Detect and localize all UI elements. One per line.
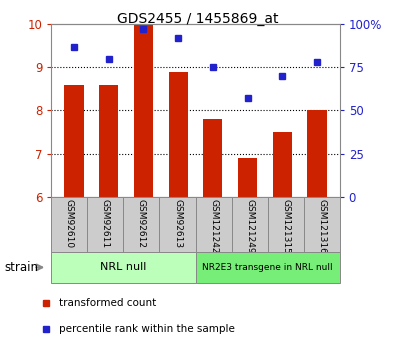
Bar — [231, 197, 267, 252]
Text: transformed count: transformed count — [59, 298, 157, 308]
Bar — [51, 197, 87, 252]
Bar — [196, 197, 231, 252]
Bar — [203, 119, 222, 197]
Text: GSM92610: GSM92610 — [65, 199, 74, 248]
Bar — [160, 197, 196, 252]
Bar — [134, 24, 153, 197]
Text: GSM121316: GSM121316 — [317, 199, 326, 254]
Text: GSM92613: GSM92613 — [173, 199, 182, 248]
Bar — [169, 71, 188, 197]
Bar — [238, 158, 257, 197]
Bar — [87, 197, 123, 252]
Bar — [273, 132, 292, 197]
Bar — [64, 85, 84, 197]
Text: GSM92611: GSM92611 — [101, 199, 110, 248]
Bar — [304, 197, 340, 252]
Text: GDS2455 / 1455869_at: GDS2455 / 1455869_at — [117, 12, 278, 26]
Bar — [196, 252, 340, 283]
Text: percentile rank within the sample: percentile rank within the sample — [59, 324, 235, 334]
Text: NR2E3 transgene in NRL null: NR2E3 transgene in NRL null — [202, 263, 333, 272]
Text: GSM92612: GSM92612 — [137, 199, 146, 248]
Bar — [99, 85, 118, 197]
Bar — [123, 197, 160, 252]
Bar — [267, 197, 304, 252]
Text: NRL null: NRL null — [100, 263, 147, 272]
Text: GSM121249: GSM121249 — [245, 199, 254, 254]
Bar — [51, 252, 196, 283]
Text: GSM121315: GSM121315 — [281, 199, 290, 254]
Text: strain: strain — [4, 261, 38, 274]
Text: GSM121242: GSM121242 — [209, 199, 218, 254]
Bar — [307, 110, 327, 197]
